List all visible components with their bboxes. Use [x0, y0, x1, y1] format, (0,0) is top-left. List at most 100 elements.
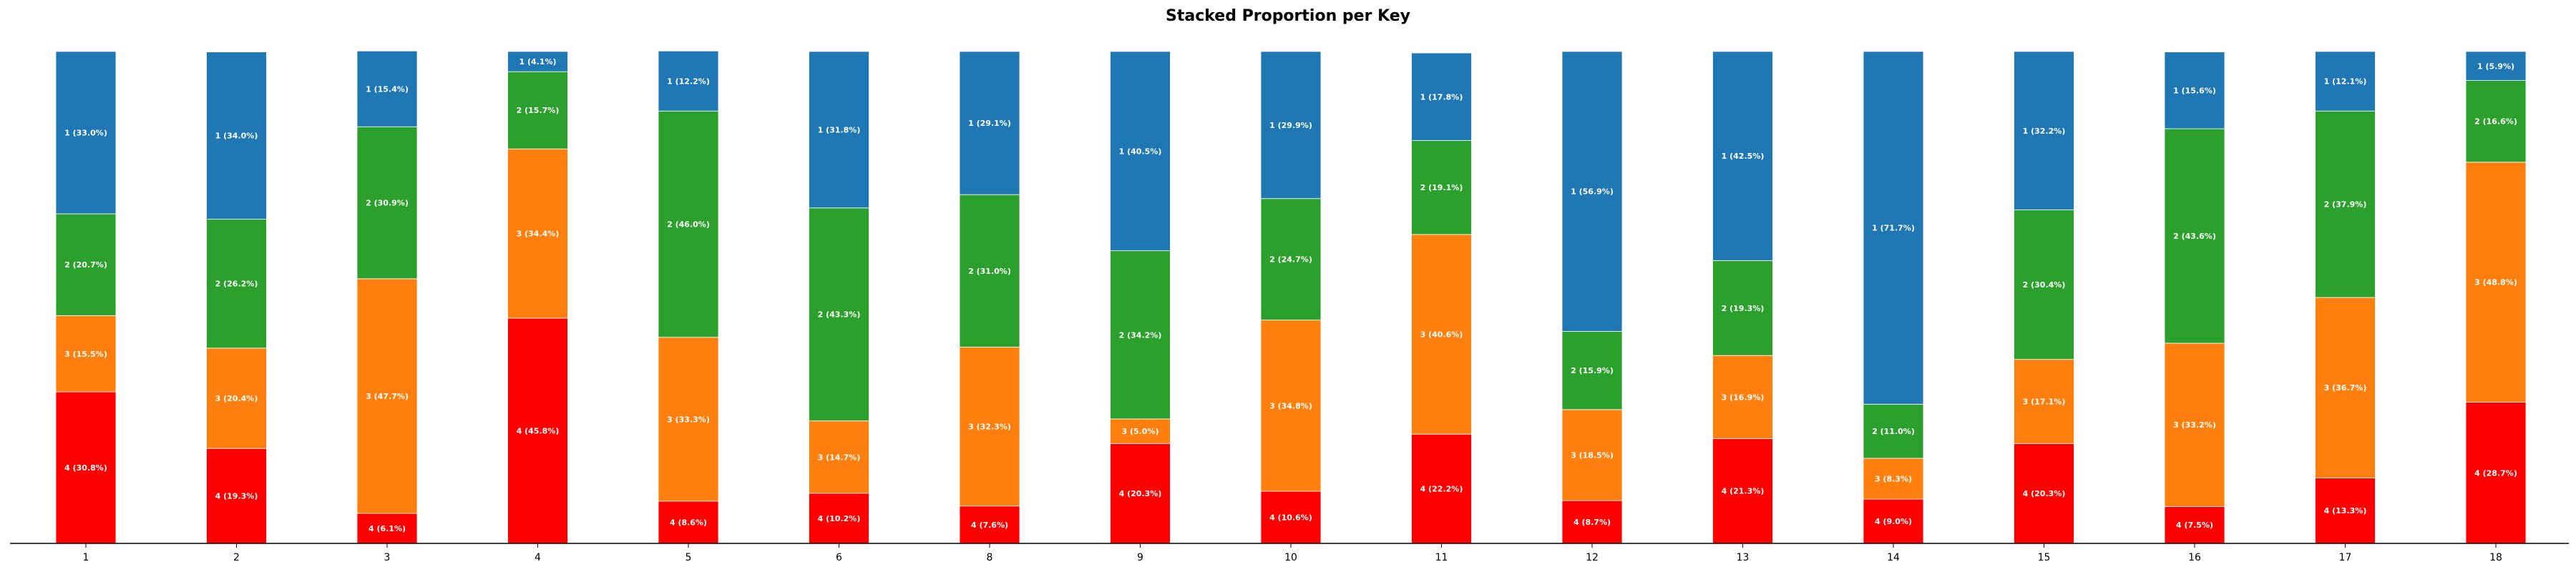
bar-segment-label: 3 (33.2%) — [2173, 420, 2216, 430]
bar-segment-label: 2 (37.9%) — [2324, 200, 2367, 209]
bar-segment-label: 1 (12.1%) — [2324, 77, 2367, 87]
bar-segment-key-3-cat-16 — [2164, 342, 2225, 507]
bar-segment-key-2-cat-15 — [2014, 209, 2074, 360]
bar-segment-label: 1 (29.9%) — [1269, 121, 1312, 130]
bar-segment-label: 4 (22.2%) — [1420, 485, 1463, 494]
bar-segment-key-3-cat-5 — [658, 337, 719, 502]
x-tick-label: 10 — [1284, 552, 1297, 563]
bar-segment-key-4-cat-9 — [1110, 443, 1171, 544]
bar-segment-key-3-cat-3 — [356, 278, 418, 514]
bar-segment-label: 2 (30.4%) — [2023, 280, 2066, 290]
bar-segment-key-1-cat-2 — [206, 51, 267, 220]
bar-segment-label: 1 (15.6%) — [2173, 86, 2216, 95]
bar-segment-key-2-cat-13 — [1712, 260, 1773, 356]
bar-segment-label: 3 (36.7%) — [2324, 383, 2367, 393]
bar-segment-key-2-cat-4 — [507, 71, 568, 149]
x-tick-label: 4 — [535, 552, 541, 563]
bar-segment-key-3-cat-4 — [507, 148, 568, 319]
bar-segment-key-4-cat-4 — [507, 317, 568, 544]
bar-segment-label: 4 (20.3%) — [2023, 489, 2066, 498]
bar-segment-key-2-cat-6 — [809, 207, 869, 422]
bar-segment-label: 2 (19.1%) — [1420, 183, 1463, 192]
x-tick-label: 9 — [1137, 552, 1143, 563]
bar-segment-key-2-cat-9 — [1110, 250, 1171, 420]
bar-segment-label: 3 (5.0%) — [1121, 427, 1158, 436]
bar-segment-label: 2 (31.0%) — [968, 267, 1011, 276]
bar-segment-label: 4 (30.8%) — [64, 463, 107, 473]
x-tick-label: 18 — [2489, 552, 2502, 563]
bar-segment-key-1-cat-1 — [55, 51, 117, 214]
bar-segment-key-3-cat-8 — [959, 347, 1020, 507]
bar-segment-label: 3 (40.6%) — [1420, 330, 1463, 340]
bar-segment-label: 1 (32.2%) — [2023, 127, 2066, 136]
bar-segment-label: 3 (8.3%) — [1875, 475, 1912, 484]
bar-segment-label: 1 (40.5%) — [1119, 147, 1162, 156]
bar-segment-label: 4 (10.2%) — [818, 514, 861, 523]
bar-segment-label: 1 (17.8%) — [1420, 92, 1463, 102]
bar-segment-key-2-cat-3 — [356, 126, 418, 280]
bar-segment-key-1-cat-3 — [356, 50, 418, 127]
bar-segment-label: 3 (15.5%) — [64, 350, 107, 359]
bar-segment-label: 1 (15.4%) — [366, 84, 409, 94]
bar-segment-label: 2 (11.0%) — [1872, 427, 1915, 436]
x-tick-label: 16 — [2188, 552, 2201, 563]
x-tick-label: 12 — [1586, 552, 1599, 563]
bar-segment-key-1-cat-13 — [1712, 51, 1773, 261]
chart-title: Stacked Proportion per Key — [1165, 7, 1410, 25]
bar-segment-key-1-cat-16 — [2164, 51, 2225, 129]
bar-segment-label: 3 (34.4%) — [517, 230, 560, 239]
bar-segment-label: 3 (33.3%) — [667, 415, 710, 424]
bar-segment-label: 1 (56.9%) — [1571, 187, 1614, 197]
bar-segment-label: 2 (24.7%) — [1269, 255, 1312, 265]
bar-segment-label: 4 (7.5%) — [2176, 521, 2213, 530]
bar-segment-label: 4 (13.3%) — [2324, 506, 2367, 516]
bar-segment-key-4-cat-10 — [1260, 490, 1322, 544]
bar-segment-label: 4 (21.3%) — [1722, 487, 1765, 496]
bar-segment-key-1-cat-8 — [959, 51, 1020, 195]
bar-segment-key-2-cat-10 — [1260, 198, 1322, 321]
x-ticks-layer: 1 2 3 4 5 6 8 9 10 11 12 13 14 15 16 17 18 — [83, 543, 2502, 563]
bar-segment-key-3-cat-14 — [1863, 458, 1924, 500]
bar-segment-label: 3 (20.4%) — [215, 394, 258, 403]
bar-segment-key-4-cat-5 — [658, 500, 719, 544]
x-tick-label: 8 — [987, 552, 993, 563]
bar-segment-key-2-cat-2 — [206, 219, 267, 349]
bar-segment-label: 2 (43.6%) — [2173, 232, 2216, 241]
bar-segment-key-4-cat-8 — [959, 506, 1020, 544]
bar-segment-label: 1 (12.2%) — [667, 77, 710, 86]
bar-segment-key-2-cat-17 — [2315, 110, 2376, 298]
bar-segment-key-3-cat-12 — [1561, 409, 1623, 501]
x-tick-label: 6 — [836, 552, 842, 563]
bar-segment-key-4-cat-6 — [809, 493, 869, 544]
x-tick-label: 15 — [2038, 552, 2051, 563]
bar-segment-label: 1 (29.1%) — [968, 119, 1011, 128]
x-tick-label: 14 — [1887, 552, 1900, 563]
bar-segment-label: 4 (20.3%) — [1119, 489, 1162, 498]
x-tick-label: 11 — [1435, 552, 1448, 563]
bar-segment-label: 2 (26.2%) — [215, 280, 258, 289]
x-tick-label: 17 — [2339, 552, 2352, 563]
bar-segment-key-1-cat-10 — [1260, 51, 1322, 199]
bar-segment-key-4-cat-11 — [1411, 433, 1472, 544]
bar-segment-label: 3 (32.3%) — [968, 423, 1011, 432]
bar-segment-label: 3 (17.1%) — [2023, 398, 2066, 407]
bar-segment-label: 1 (33.0%) — [64, 129, 107, 138]
bar-segment-key-2-cat-1 — [55, 213, 117, 316]
bar-segment-key-4-cat-15 — [2014, 443, 2074, 544]
bar-segment-label: 2 (46.0%) — [667, 220, 710, 229]
bar-segment-key-2-cat-16 — [2164, 128, 2225, 344]
bar-segment-label: 2 (20.7%) — [64, 260, 107, 270]
bar-segment-key-1-cat-17 — [2315, 51, 2376, 112]
bar-segment-key-4-cat-1 — [55, 391, 117, 544]
bar-segment-label: 1 (4.1%) — [519, 57, 556, 66]
bar-segment-label: 2 (34.2%) — [1119, 330, 1162, 340]
bar-segment-key-3-cat-17 — [2315, 297, 2376, 478]
bar-segment-key-2-cat-12 — [1561, 331, 1623, 410]
bar-segment-label: 4 (28.7%) — [2474, 468, 2517, 478]
bar-segment-label: 4 (19.3%) — [215, 492, 258, 501]
bar-segment-key-2-cat-11 — [1411, 140, 1472, 235]
bar-segment-label: 3 (16.9%) — [1722, 393, 1765, 402]
bar-segment-label: 2 (30.9%) — [366, 199, 409, 208]
bar-segment-key-4-cat-12 — [1561, 500, 1623, 544]
bar-segment-label: 3 (14.7%) — [818, 453, 861, 462]
